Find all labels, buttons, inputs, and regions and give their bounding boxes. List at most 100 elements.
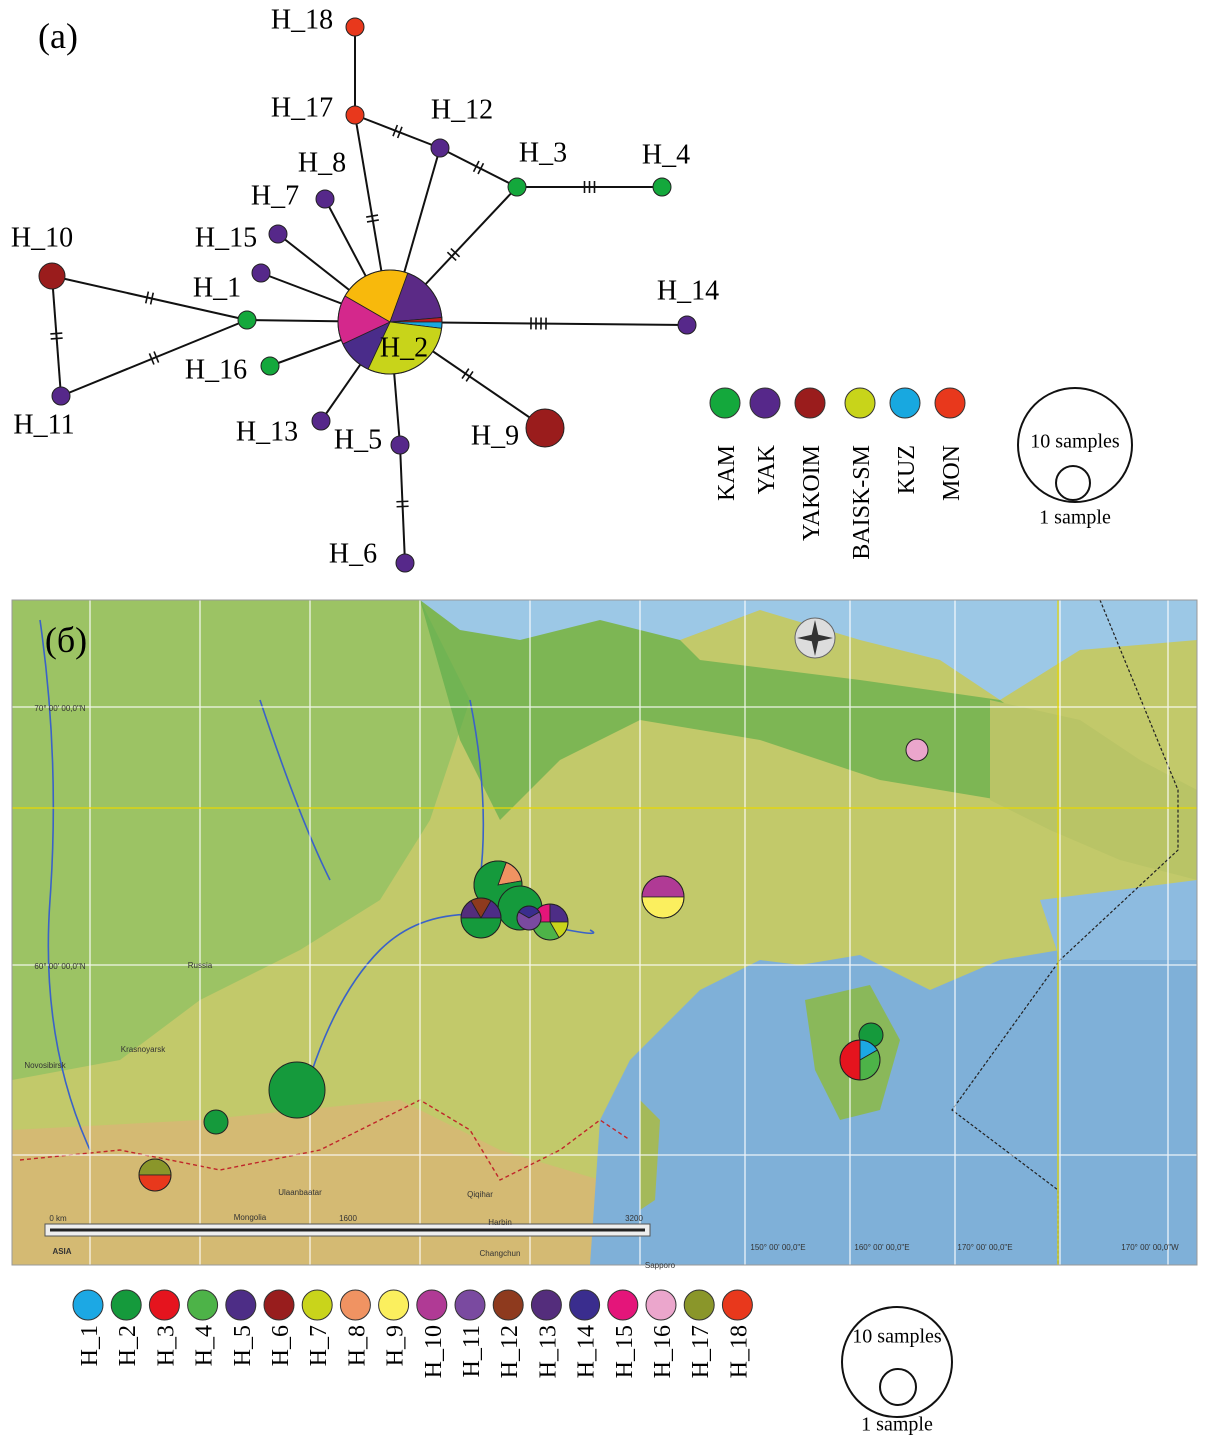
legend-label: H_1 [77, 1325, 103, 1366]
legend-swatch [72, 1289, 104, 1321]
mutation-tick [450, 247, 461, 258]
scale-label: 0 km [49, 1214, 67, 1223]
size-legend-label: 10 samples [852, 1326, 942, 1348]
haplotype-node [390, 435, 410, 455]
haplotype-node [525, 408, 565, 448]
node-label: H_16 [185, 354, 247, 385]
size-legend-label: 1 sample [861, 1414, 933, 1436]
mutation-tick [396, 126, 403, 139]
compass-needle [797, 620, 833, 656]
mutation-tick [396, 505, 409, 508]
graticule [12, 600, 1197, 1265]
haplotype-pie-outline [337, 269, 443, 375]
map-pie-outline [460, 897, 502, 939]
map [11, 599, 1198, 1266]
legend-label: H_3 [153, 1325, 179, 1366]
coordinate-label: 170° 00' 00,0"E [957, 1243, 1012, 1252]
legend-swatch [709, 387, 741, 419]
legend-swatch [263, 1289, 295, 1321]
mutation-tick [396, 500, 409, 503]
network-edge [51, 275, 62, 397]
node-label: H_15 [195, 222, 257, 253]
legend-label: BAISK-SM [849, 445, 875, 560]
legend-label: H_14 [574, 1325, 600, 1378]
legend-label: H_6 [268, 1325, 294, 1366]
legend-label: YAKOIM [799, 445, 825, 541]
haplotype-node [51, 386, 71, 406]
legend-label: H_8 [344, 1325, 370, 1366]
legend-label: H_2 [115, 1325, 141, 1366]
network-edge [51, 275, 248, 321]
place-label: Ulaanbaatar [278, 1188, 322, 1197]
legend-label: H_18 [726, 1325, 752, 1378]
mutation-tick [50, 332, 63, 335]
node-label: H_14 [657, 275, 719, 306]
legend-swatch [934, 387, 966, 419]
legend-swatch [569, 1289, 601, 1321]
map-pie [203, 1109, 229, 1135]
mutation-tick [392, 124, 399, 137]
node-label: H_5 [334, 424, 382, 455]
place-label: Novosibirsk [24, 1061, 66, 1070]
haplotype-node [251, 263, 271, 283]
legend-label: MON [939, 445, 965, 501]
size-legend-small [1055, 465, 1091, 501]
node-label: H_3 [519, 137, 567, 168]
size-legend-label: 10 samples [1030, 431, 1120, 453]
mutation-tick [461, 368, 470, 379]
node-label: H_17 [271, 92, 333, 123]
map-pie-outline [138, 1158, 172, 1192]
map-pie [905, 738, 929, 762]
border [19, 1099, 631, 1181]
legend-swatch [416, 1289, 448, 1321]
legend-label: H_5 [230, 1325, 256, 1366]
legend-swatch [110, 1289, 142, 1321]
chukotka [990, 700, 1197, 880]
legend-label: KUZ [894, 445, 920, 494]
place-label: Krasnoyarsk [121, 1045, 166, 1054]
map-frame [11, 599, 1198, 1266]
network-edge [354, 114, 441, 149]
legend-swatch [187, 1289, 219, 1321]
legend-swatch [683, 1289, 715, 1321]
legend-label: H_12 [497, 1325, 523, 1378]
node-label: H_1 [193, 272, 241, 303]
haplotype-node [345, 17, 365, 37]
mutation-tick [366, 219, 379, 223]
map-pie-outline [641, 875, 685, 919]
node-label: H_8 [298, 147, 346, 178]
haplotype-node [38, 262, 66, 290]
size-legend-small [879, 1368, 917, 1406]
scale-label: 1600 [339, 1214, 357, 1223]
haplotype-node [507, 177, 527, 197]
haplotype-node [677, 315, 697, 335]
network-edge [439, 147, 518, 188]
legend-label: H_17 [688, 1325, 714, 1378]
mutation-tick [149, 292, 155, 305]
place-label: ASIA [52, 1247, 71, 1256]
legend-label: YAK [754, 444, 780, 494]
legend-label: H_11 [459, 1325, 485, 1377]
legend-swatch [225, 1289, 257, 1321]
mutation-tick [477, 162, 485, 175]
ocean [590, 930, 1197, 1265]
place-label: Mongolia [234, 1213, 267, 1222]
map-pie [268, 1061, 326, 1119]
legend-swatch [148, 1289, 180, 1321]
legend-label: H_9 [383, 1325, 409, 1366]
coordinate-label: 160° 00' 00,0"E [854, 1243, 909, 1252]
map-pie-outline [839, 1039, 881, 1081]
ocean [420, 600, 1197, 700]
haplotype-node [268, 224, 288, 244]
mutation-tick [148, 353, 155, 365]
panel-label: (a) [38, 16, 78, 56]
legend-label: H_4 [192, 1325, 218, 1366]
node-label: H_12 [431, 94, 493, 125]
mutation-tick [50, 337, 63, 340]
legend-swatch [749, 387, 781, 419]
legend-swatch [339, 1289, 371, 1321]
legend-swatch [889, 387, 921, 419]
node-label: H_4 [642, 139, 690, 170]
mutation-tick [153, 351, 160, 363]
